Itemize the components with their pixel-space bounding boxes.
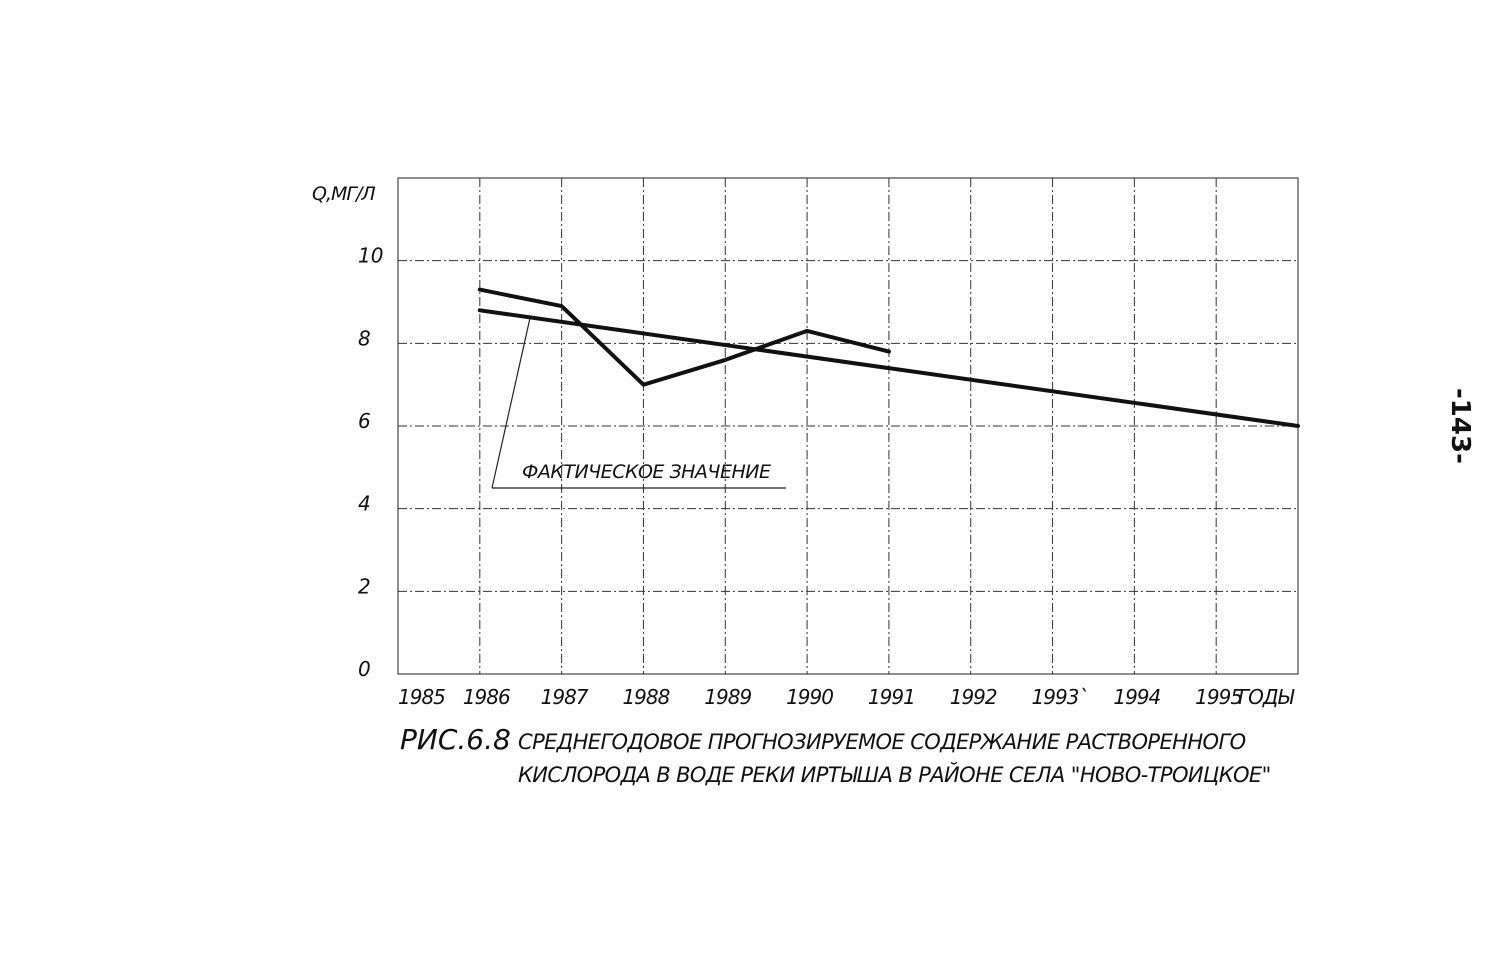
- data-point-actual: [641, 383, 645, 387]
- data-point-trend: [478, 308, 482, 312]
- legend-leader-line: [491, 317, 531, 489]
- x-tick-label: 1990: [786, 685, 833, 709]
- data-point-actual: [723, 358, 727, 362]
- y-tick-label: 6: [358, 409, 371, 433]
- data-point-actual: [887, 350, 891, 354]
- data-point-actual: [478, 288, 482, 292]
- caption-line-1: СРЕДНЕГОДОВОЕ ПРОГНОЗИРУЕМОЕ СОДЕРЖАНИЕ …: [518, 730, 1246, 754]
- series-actual-line: [477, 287, 891, 387]
- y-tick-label: 4: [358, 492, 371, 516]
- caption-line-2: КИСЛОРОДА В ВОДЕ РЕКИ ИРТЫША В РАЙОНЕ СЕ…: [518, 762, 1271, 787]
- x-tick-label: 1988: [622, 685, 669, 709]
- x-tick-label: 1986: [463, 685, 510, 709]
- x-tick-label: 1994: [1113, 685, 1160, 709]
- chart-grid: [397, 177, 1299, 675]
- x-tick-label: 1987: [541, 685, 589, 709]
- y-tick-label: 8: [358, 326, 371, 350]
- data-point-actual: [560, 304, 564, 308]
- chart-ticks: 0 2 4 6 8 10 1985 1986 1987 1988 1989 1990 1991 1992 1…: [358, 244, 1243, 709]
- y-axis-label: Q,МГ/Л: [312, 183, 375, 205]
- x-tick-label: 1993`: [1032, 685, 1088, 709]
- y-tick-label: 10: [358, 244, 383, 268]
- x-tick-label: 1989: [704, 685, 751, 709]
- figure-number: РИС.6.8: [400, 723, 511, 756]
- y-tick-label: 2: [358, 574, 371, 598]
- series-trend-line: [477, 308, 1300, 428]
- x-tick-label: 1991: [868, 685, 915, 709]
- page-number: -143-: [1445, 388, 1475, 464]
- y-tick-label: 0: [358, 657, 371, 681]
- x-tick-label: 1995: [1195, 685, 1242, 709]
- data-point-actual: [805, 329, 809, 333]
- chart-series: [477, 287, 1300, 428]
- data-point-trend: [1296, 424, 1300, 428]
- x-tick-label: 1985: [398, 685, 445, 709]
- legend-label-actual: ФАКТИЧЕСКОЕ ЗНАЧЕНИЕ: [522, 461, 771, 483]
- x-tick-label: 1992: [950, 685, 997, 709]
- x-axis-label: ГОДЫ: [1238, 685, 1296, 709]
